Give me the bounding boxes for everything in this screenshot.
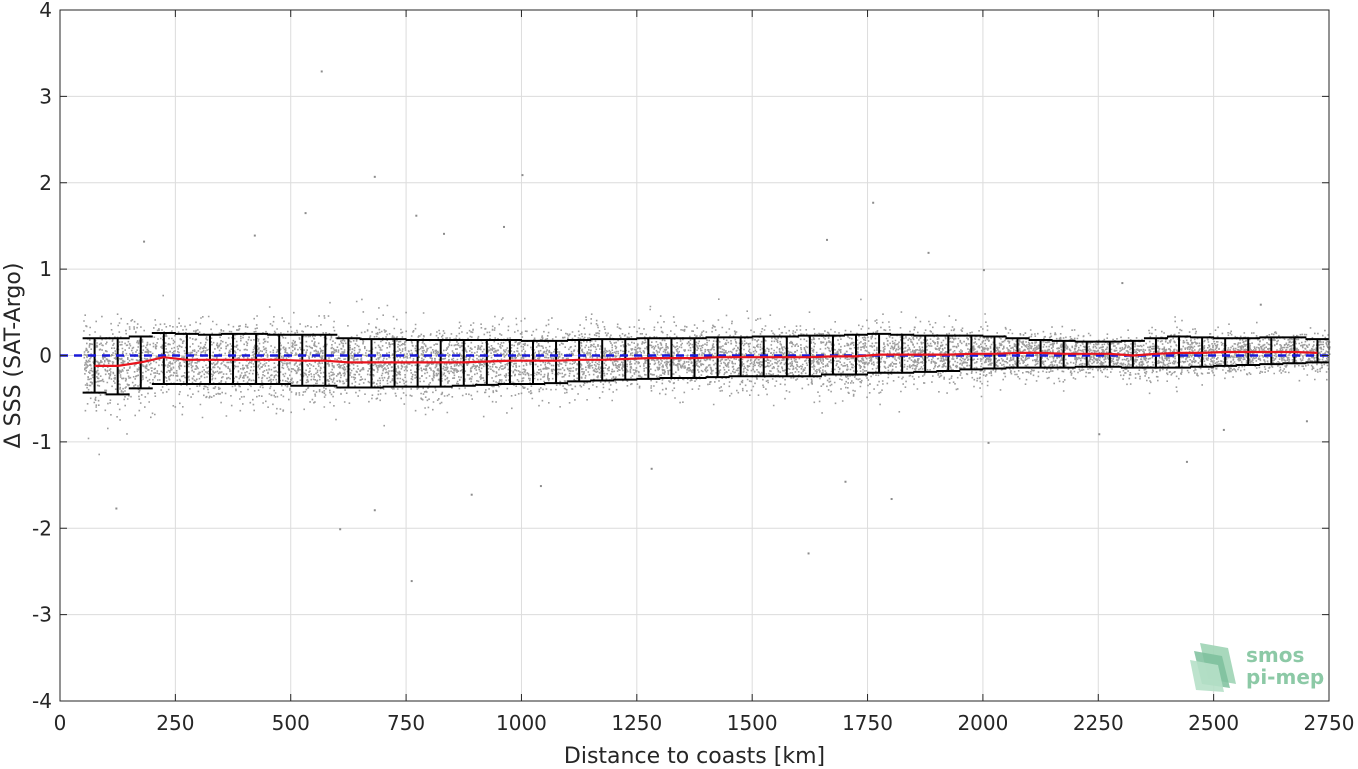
- scatter-point: [502, 225, 505, 228]
- scatter-point: [890, 498, 893, 501]
- x-tick-label: 1000: [496, 711, 547, 735]
- scatter-point: [304, 212, 307, 215]
- scatter-point: [807, 552, 810, 555]
- scatter-point: [826, 238, 829, 241]
- error-bar: [1305, 338, 1330, 364]
- scatter-point: [143, 240, 146, 243]
- logo-layers-icon: [1190, 643, 1236, 692]
- error-bar: [151, 332, 176, 386]
- scatter-point: [539, 485, 542, 488]
- scatter-point: [650, 467, 653, 470]
- y-axis-label: Δ SSS (SAT-Argo): [1, 263, 26, 449]
- error-bar: [936, 334, 961, 373]
- scatter-point: [1259, 303, 1262, 306]
- logo-text-pi-mep: pi-mep: [1246, 665, 1324, 689]
- scatter-point: [373, 175, 376, 178]
- scatter-point: [872, 201, 875, 204]
- y-tick-label: -1: [32, 430, 52, 454]
- scatter-point: [1305, 420, 1308, 423]
- x-tick-label: 750: [387, 711, 425, 735]
- scatter-point: [415, 214, 418, 217]
- x-tick-label: 1750: [842, 711, 893, 735]
- x-tick-label: 2750: [1304, 711, 1355, 735]
- median-line: [94, 350, 1318, 367]
- lines: [60, 350, 1329, 367]
- scatter-point: [410, 580, 413, 583]
- error-bar: [844, 333, 869, 376]
- y-tick-label: 1: [39, 257, 52, 281]
- y-tick-label: 4: [39, 0, 52, 22]
- y-tick-label: -4: [32, 689, 52, 713]
- logo-text-smos: smos: [1246, 643, 1304, 667]
- y-tick-labels: -4 -3 -2 -1 0 1 2 3 4: [32, 0, 52, 713]
- error-bar: [497, 338, 522, 386]
- y-tick-label: -2: [32, 516, 52, 540]
- scatter-point: [1098, 433, 1101, 436]
- y-tick-label: 3: [39, 84, 52, 108]
- x-axis-label: Distance to coasts [km]: [564, 744, 825, 769]
- scatter-point: [1185, 460, 1188, 463]
- y-tick-label: 0: [39, 344, 52, 368]
- ticks: [59, 9, 1330, 702]
- error-bar: [520, 339, 545, 386]
- scatter-point: [987, 441, 990, 444]
- scatter-point: [982, 269, 985, 272]
- scatter-point: [115, 507, 118, 510]
- scatter-point: [253, 234, 256, 237]
- scatter-point: [470, 493, 473, 496]
- error-bar: [867, 332, 892, 374]
- x-tick-label: 500: [272, 711, 310, 735]
- scatter-point: [521, 174, 524, 177]
- x-tick-label: 1500: [727, 711, 778, 735]
- scatter-point: [373, 509, 376, 512]
- x-tick-label: 2000: [957, 711, 1008, 735]
- scatter-point: [1222, 428, 1225, 431]
- error-bar: [544, 339, 569, 385]
- x-tick-label: 0: [54, 711, 67, 735]
- scatter-points: [83, 70, 1331, 583]
- error-bar: [982, 335, 1007, 370]
- scatter-point: [844, 480, 847, 483]
- scatter-point: [443, 232, 446, 235]
- x-tick-label: 2500: [1188, 711, 1239, 735]
- error-bar: [1120, 339, 1145, 369]
- x-tick-labels: 0 250 500 750 1000 1250 1500 1750 2000 2250 2500 27…: [54, 711, 1355, 735]
- scatter-point: [927, 251, 930, 254]
- x-tick-label: 1250: [611, 711, 662, 735]
- error-bar: [959, 334, 984, 371]
- smos-pi-mep-logo: smos pi-mep: [1190, 643, 1324, 692]
- scatter-cloud: [83, 294, 1331, 456]
- x-tick-label: 250: [156, 711, 194, 735]
- error-bar: [1282, 336, 1307, 365]
- y-tick-label: -3: [32, 603, 52, 627]
- scatter-point: [339, 528, 342, 531]
- error-bar: [1259, 336, 1284, 366]
- x-tick-label: 2250: [1073, 711, 1124, 735]
- scatter-point: [320, 70, 323, 73]
- y-tick-label: 2: [39, 171, 52, 195]
- scatter-point: [1121, 282, 1124, 285]
